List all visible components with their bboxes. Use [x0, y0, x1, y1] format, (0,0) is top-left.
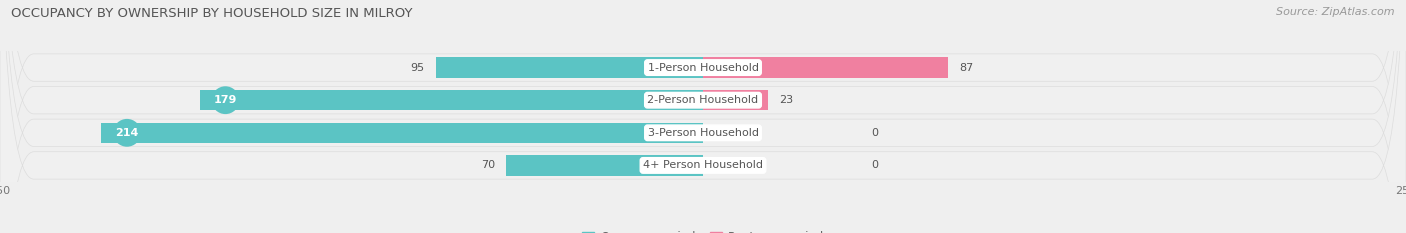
Text: OCCUPANCY BY OWNERSHIP BY HOUSEHOLD SIZE IN MILROY: OCCUPANCY BY OWNERSHIP BY HOUSEHOLD SIZE…	[11, 7, 413, 20]
Text: 179: 179	[214, 95, 238, 105]
Text: 0: 0	[872, 161, 879, 170]
Text: 2-Person Household: 2-Person Household	[647, 95, 759, 105]
Text: 95: 95	[411, 63, 425, 72]
Text: Source: ZipAtlas.com: Source: ZipAtlas.com	[1277, 7, 1395, 17]
Legend: Owner-occupied, Renter-occupied: Owner-occupied, Renter-occupied	[582, 231, 824, 233]
Bar	[436, 58, 703, 78]
Text: 214: 214	[115, 128, 139, 138]
Text: 23: 23	[779, 95, 793, 105]
Text: 3-Person Household: 3-Person Household	[648, 128, 758, 138]
Bar	[506, 155, 703, 175]
Text: 1-Person Household: 1-Person Household	[648, 63, 758, 72]
Text: 4+ Person Household: 4+ Person Household	[643, 161, 763, 170]
Bar	[703, 90, 768, 110]
Text: 87: 87	[959, 63, 973, 72]
Bar	[703, 58, 948, 78]
Bar	[200, 90, 703, 110]
Bar	[101, 123, 703, 143]
Text: 70: 70	[481, 161, 495, 170]
Text: 0: 0	[872, 128, 879, 138]
